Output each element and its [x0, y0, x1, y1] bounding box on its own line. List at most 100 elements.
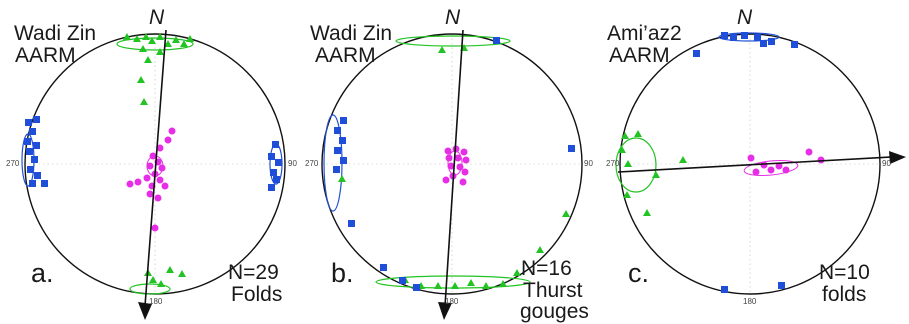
k1-square	[778, 282, 785, 289]
k2-triangle	[166, 266, 174, 273]
k2-triangle	[123, 33, 131, 40]
k2-triangle	[623, 191, 631, 198]
k2-triangle	[562, 210, 570, 217]
arrow-head	[438, 302, 452, 320]
k3-circle	[461, 168, 469, 176]
k1-square	[25, 119, 32, 126]
panel-letter: b.	[331, 258, 354, 288]
k3-circle	[146, 162, 154, 170]
k2-triangle	[178, 270, 186, 277]
k1-square	[760, 40, 767, 47]
k3-circle	[459, 178, 467, 186]
k1-square	[339, 137, 346, 144]
k3-circle	[158, 164, 166, 172]
k1-square	[27, 166, 34, 173]
k2-triangle	[142, 33, 150, 40]
k1-square	[380, 264, 387, 271]
k3-circle	[151, 224, 159, 232]
k1-square	[730, 34, 737, 41]
k2-triangle	[434, 282, 442, 289]
tick-label-180: 180	[445, 297, 459, 306]
k2-triangle	[338, 175, 346, 182]
method-label: AARM	[15, 44, 76, 67]
stereonet-a	[21, 29, 286, 320]
arrow-head	[889, 151, 906, 164]
k3-circle	[782, 166, 790, 174]
k1-square	[721, 286, 728, 293]
arrow-head	[138, 302, 152, 320]
primitive-circle	[619, 33, 881, 295]
k3-circle	[447, 162, 455, 170]
site-name: Wadi Zin	[310, 22, 393, 45]
method-label: AARM	[315, 44, 376, 67]
tick-label-270: 270	[305, 159, 319, 168]
k2-triangle	[133, 35, 141, 42]
tick-label-90: 90	[288, 159, 297, 168]
sample-type: Folds	[231, 283, 283, 306]
stereonet-panel-c: N Ami’az2 AARM 270 90 180 c. N=10 folds	[606, 0, 909, 324]
k2-triangle	[139, 45, 147, 52]
k3-circle	[154, 194, 162, 202]
k3-circle-points	[747, 148, 825, 176]
site-name: Wadi Zin	[14, 22, 97, 45]
stereonet-b	[321, 29, 583, 320]
k1-square	[721, 32, 728, 39]
tick-label-90: 90	[584, 159, 593, 168]
k1-square	[34, 172, 41, 179]
k3-circle	[444, 147, 452, 155]
k2-triangle	[148, 37, 156, 44]
tick-label-270: 270	[606, 159, 620, 168]
k1-square	[399, 277, 406, 284]
k3-circle	[775, 162, 783, 170]
tick-label-270: 270	[6, 159, 20, 168]
k2-triangle	[156, 48, 164, 55]
k2-triangle	[618, 146, 626, 153]
k3-circle	[146, 190, 154, 198]
sample-count: N=29	[228, 261, 279, 284]
sample-count: N=10	[819, 261, 870, 284]
k1-square	[272, 141, 279, 148]
k1-square	[493, 37, 500, 44]
k2-confidence-ellipse	[395, 35, 511, 47]
k2-triangle	[144, 56, 152, 63]
sample-type: Thurst	[523, 279, 583, 302]
tick-label-180: 180	[743, 297, 757, 306]
k1-square	[333, 166, 340, 173]
tick-label-90: 90	[882, 159, 891, 168]
panel-letter: a.	[31, 258, 54, 288]
k1-square	[29, 128, 36, 135]
k3-circle	[445, 154, 453, 162]
k1-square	[33, 116, 40, 123]
k3-circle	[760, 161, 768, 169]
k1-confidence-ellipse	[718, 32, 780, 42]
k2-triangle	[621, 132, 629, 139]
k1-square-points	[693, 32, 798, 293]
k2-triangle	[156, 33, 164, 40]
k2-triangle	[467, 279, 475, 286]
stereonet-panel-a: N Wadi Zin AARM 270 90 180 a. N=29 Folds	[0, 0, 303, 324]
k1-square	[340, 157, 347, 164]
sample-type-line2: gouges	[520, 300, 589, 323]
k1-square	[340, 117, 347, 124]
k3-circle	[156, 144, 164, 152]
k3-circle	[456, 163, 464, 171]
north-label: N	[445, 6, 461, 29]
k1-square	[768, 38, 775, 45]
k1-square	[24, 138, 31, 145]
k1-square	[268, 184, 275, 191]
k2-triangle	[536, 246, 544, 253]
k3-circle	[161, 182, 169, 190]
k3-circle	[767, 166, 775, 174]
method-label: AARM	[609, 44, 670, 67]
k1-square	[741, 32, 748, 39]
k1-square	[413, 284, 420, 291]
k2-triangle	[634, 130, 642, 137]
k3-circle	[747, 154, 755, 162]
k3-circle	[460, 148, 468, 156]
k3-circle	[454, 154, 462, 162]
k3-circle	[149, 152, 157, 160]
k3-circle-points	[126, 127, 176, 232]
k2-triangle	[149, 276, 157, 283]
k2-triangle	[652, 171, 660, 178]
mean-direction-arrow	[444, 29, 464, 307]
